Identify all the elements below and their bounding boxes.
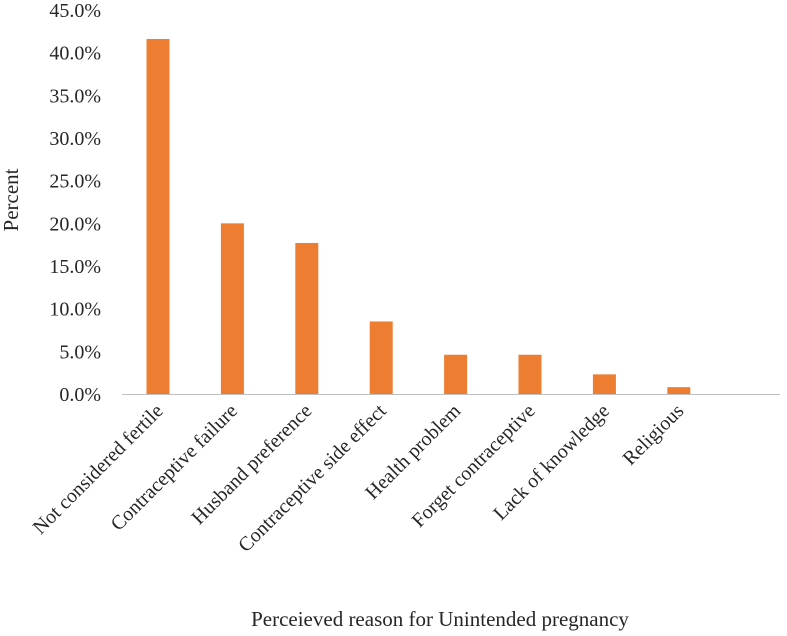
bar-contraceptive-side-effect <box>369 321 393 394</box>
bar-contraceptive-failure <box>220 223 244 394</box>
y-tick-label: 5.0% <box>59 341 101 363</box>
x-axis-title: Perceieved reason for Unintended pregnan… <box>251 607 629 631</box>
bar-husband-preference <box>295 242 319 394</box>
category-label: Contraceptive failure <box>107 400 242 535</box>
y-tick-label: 40.0% <box>49 43 101 65</box>
category-label: Not considered fertile <box>29 400 168 539</box>
y-tick-label: 45.0% <box>49 0 101 22</box>
category-label: Religious <box>619 400 689 470</box>
bar-forget-contraceptive <box>518 354 542 394</box>
y-tick-label: 10.0% <box>49 299 101 321</box>
bar-health-problem <box>444 354 468 394</box>
bar-not-considered-fertile <box>146 39 170 394</box>
bar-lack-of-knowledge <box>592 374 616 394</box>
category-label: Forget contraceptive <box>408 400 540 532</box>
y-tick-label: 30.0% <box>49 128 101 150</box>
category-label: Contraceptive side effect <box>234 400 391 557</box>
y-tick-label: 20.0% <box>49 213 101 235</box>
y-tick-label: 15.0% <box>49 256 101 278</box>
y-tick-label: 25.0% <box>49 171 101 193</box>
y-tick-label: 0.0% <box>59 384 101 406</box>
bar-religious <box>667 387 691 394</box>
bars <box>146 39 691 394</box>
y-axis-title-group: Percent <box>0 168 23 231</box>
y-axis-title: Percent <box>0 168 23 231</box>
y-tick-labels: 0.0% 5.0% 10.0% 15.0% 20.0% 25.0% 30.0% 35.0% 40… <box>49 0 101 406</box>
y-tick-label: 35.0% <box>49 85 101 107</box>
